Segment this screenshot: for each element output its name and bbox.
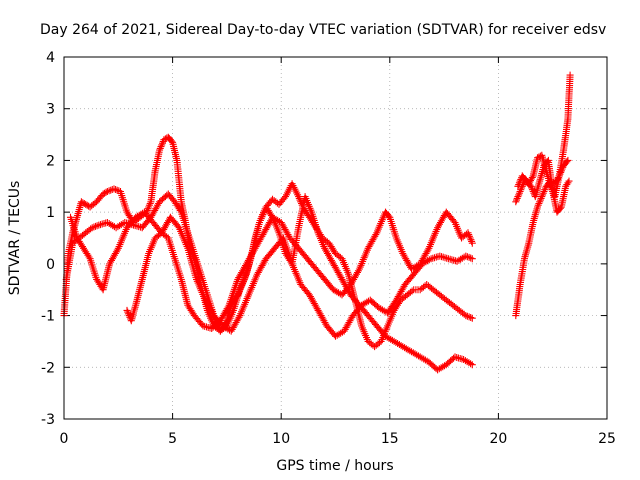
axis-ticks — [63, 56, 608, 420]
y-tick-label: 1 — [46, 205, 55, 221]
x-tick-label: 0 — [60, 431, 69, 447]
series-sat-a — [60, 133, 476, 351]
y-tick-label: -3 — [41, 412, 55, 428]
y-tick-label: 2 — [46, 153, 55, 169]
plot-frame — [63, 56, 608, 420]
x-axis-label: GPS time / hours — [276, 458, 393, 474]
grid-lines — [64, 57, 607, 419]
point-markers — [60, 133, 476, 351]
y-axis-label: SDTVAR / TECUs — [7, 181, 23, 296]
chart-title: Day 264 of 2021, Sidereal Day-to-day VTE… — [40, 22, 606, 38]
y-tick-label: 3 — [46, 102, 55, 118]
y-tick-label: -1 — [41, 309, 55, 325]
y-tick-label: -2 — [41, 360, 55, 376]
x-tick-label: 10 — [272, 431, 290, 447]
series-sat-g — [514, 156, 573, 216]
series-sat-f — [512, 71, 574, 206]
point-markers — [67, 208, 476, 340]
x-tick-label: 25 — [598, 431, 616, 447]
x-tick-label: 20 — [489, 431, 507, 447]
x-tick-labels: 0 5 10 15 20 25 — [60, 431, 616, 447]
x-tick-label: 15 — [381, 431, 399, 447]
y-tick-label: 4 — [46, 50, 55, 66]
data-points — [60, 71, 574, 374]
y-tick-labels: -3 -2 -1 0 1 2 3 4 — [41, 50, 55, 428]
point-markers — [123, 208, 476, 332]
point-markers — [512, 71, 574, 206]
point-markers — [62, 190, 476, 374]
series-sat-c — [67, 208, 476, 340]
series-sat-b — [62, 190, 476, 374]
y-tick-label: 0 — [46, 257, 55, 273]
point-markers — [514, 156, 573, 216]
series-sat-d — [123, 208, 476, 332]
x-tick-label: 5 — [168, 431, 177, 447]
